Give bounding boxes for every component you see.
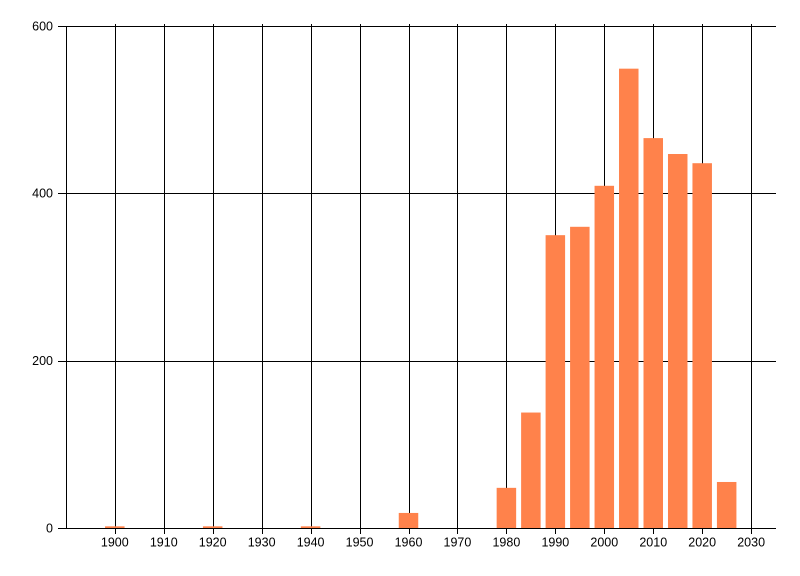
svg-text:2020: 2020	[688, 536, 716, 550]
svg-text:1950: 1950	[346, 536, 374, 550]
svg-text:1990: 1990	[541, 536, 569, 550]
svg-text:1980: 1980	[492, 536, 520, 550]
svg-text:2010: 2010	[639, 536, 667, 550]
svg-text:1970: 1970	[444, 536, 472, 550]
svg-text:400: 400	[32, 187, 53, 201]
svg-text:1910: 1910	[150, 536, 178, 550]
svg-text:0: 0	[46, 521, 53, 535]
svg-text:600: 600	[32, 19, 53, 33]
svg-text:2000: 2000	[590, 536, 618, 550]
svg-text:1930: 1930	[248, 536, 276, 550]
svg-text:1900: 1900	[101, 536, 129, 550]
svg-text:1960: 1960	[395, 536, 423, 550]
svg-text:2030: 2030	[737, 536, 765, 550]
svg-text:200: 200	[32, 354, 53, 368]
svg-text:1940: 1940	[297, 536, 325, 550]
svg-text:1920: 1920	[199, 536, 227, 550]
